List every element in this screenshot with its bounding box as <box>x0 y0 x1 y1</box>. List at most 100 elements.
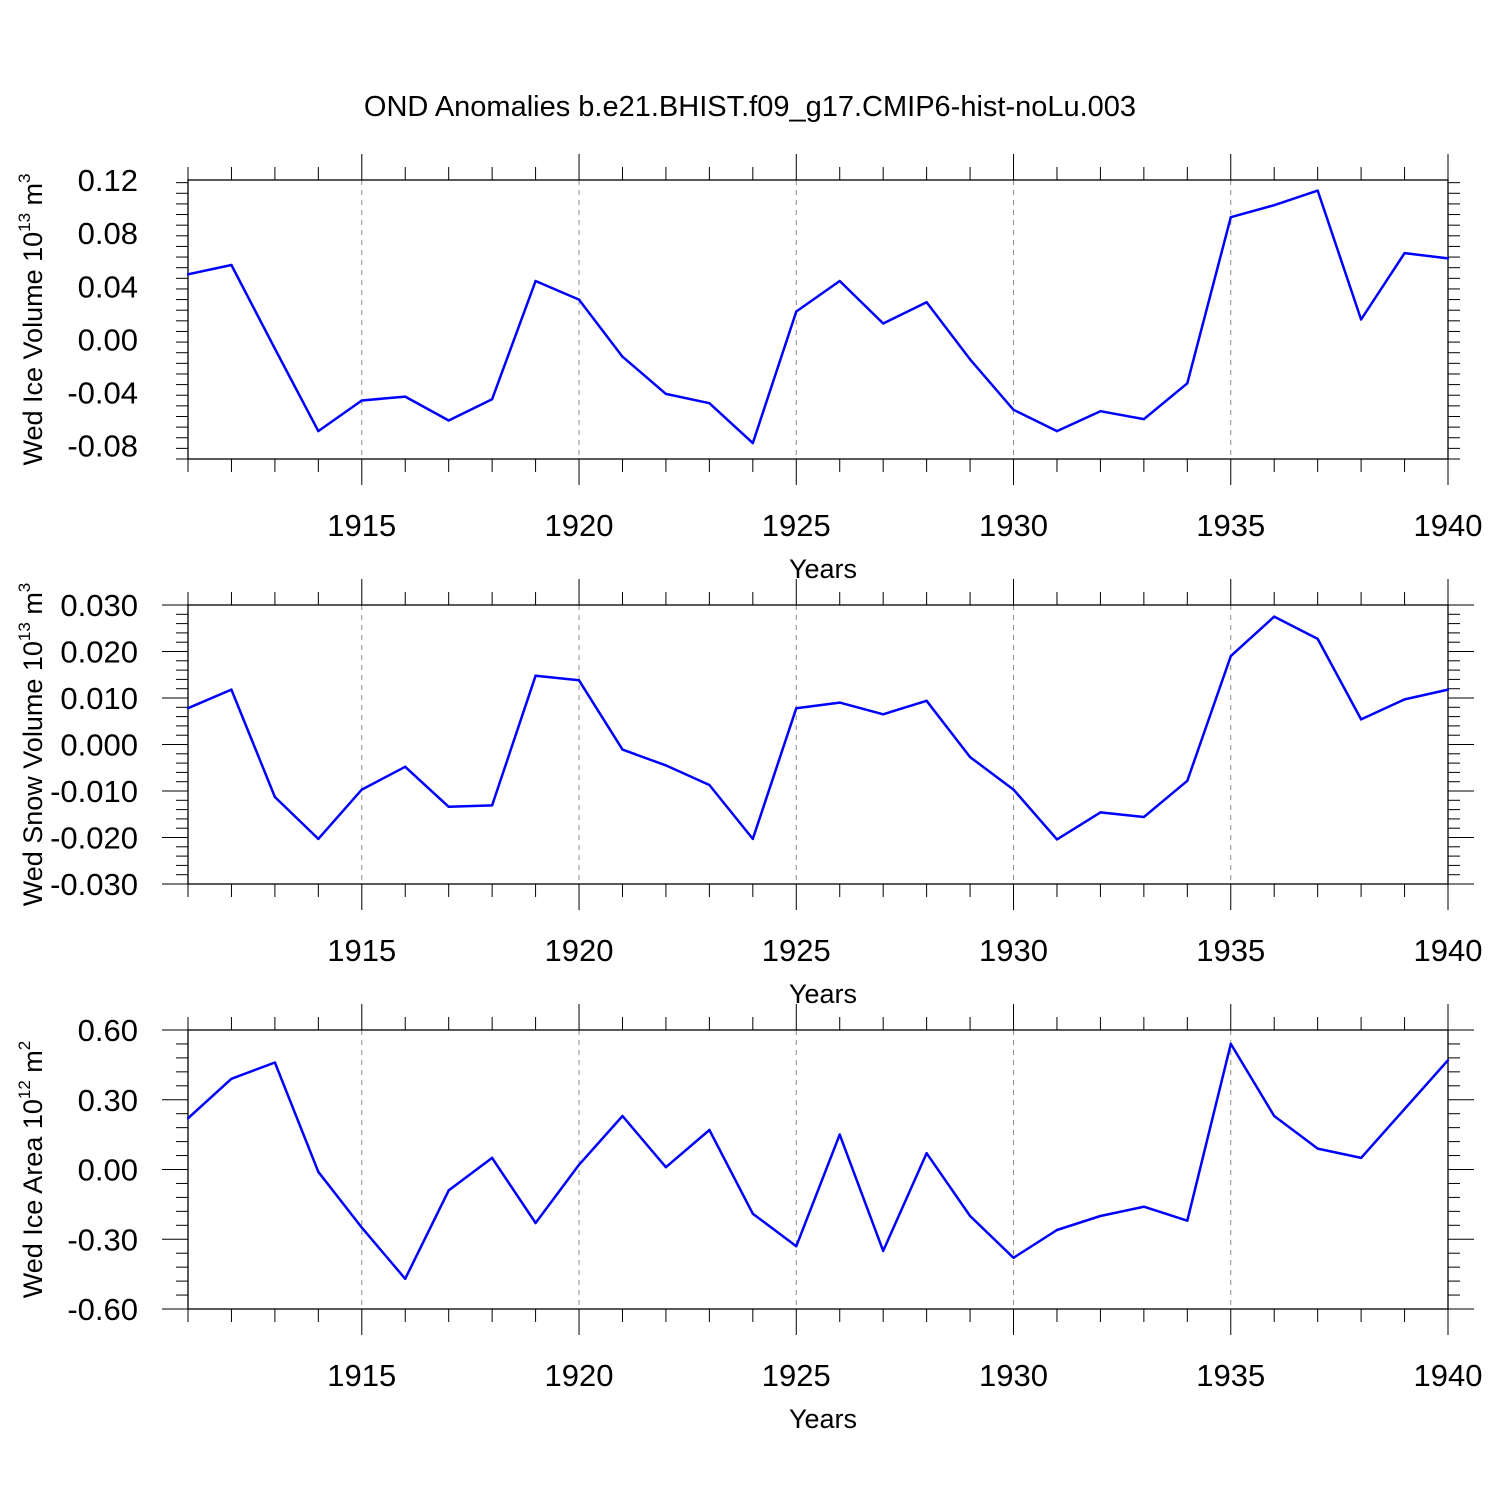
data-point <box>1359 1156 1363 1160</box>
data-point <box>317 1170 320 1174</box>
data-point <box>404 395 407 398</box>
data-point <box>1316 1147 1319 1150</box>
data-point <box>186 273 190 276</box>
x-tick-label: 1930 <box>979 1358 1048 1393</box>
data-point <box>534 1221 537 1225</box>
x-tick-label: 1925 <box>762 1358 831 1393</box>
data-point <box>1012 788 1015 791</box>
panel-1: 0.12 0.08 0.04 0.00 -0.04 -0.08 1915 1920 1925 19… <box>15 154 1482 584</box>
data-point <box>795 707 798 710</box>
data-point <box>1446 1059 1450 1062</box>
y-tick-label: -0.04 <box>67 376 138 411</box>
x-axis-label: Years <box>789 1404 857 1434</box>
data-point <box>1055 1228 1059 1232</box>
data-point <box>577 1163 581 1167</box>
y-tick-label: -0.60 <box>67 1292 138 1327</box>
y-tick-label: 0.04 <box>78 269 138 304</box>
x-tick-label: 1940 <box>1414 933 1483 968</box>
y-axis-label-part: Wed Ice Area 10 <box>18 1099 48 1298</box>
data-point <box>968 755 972 759</box>
y-tick-label: 0.000 <box>60 728 138 763</box>
x-tick-label: 1940 <box>1414 1358 1483 1393</box>
data-point <box>1142 417 1146 421</box>
data-point <box>1359 718 1363 721</box>
data-point <box>1055 838 1059 841</box>
x-tick-label: 1920 <box>545 1358 614 1393</box>
data-point <box>447 419 450 422</box>
data-point <box>664 392 668 396</box>
data-point <box>708 402 711 405</box>
y-axis-label-superscript: 13 <box>15 622 34 641</box>
data-point <box>925 1152 928 1155</box>
data-point <box>838 279 841 283</box>
x-tick-label: 1915 <box>327 1358 396 1393</box>
y-tick-label: -0.30 <box>67 1222 138 1257</box>
y-axis-label: Wed Ice Area 1012 m2 <box>15 1041 48 1299</box>
data-point <box>795 310 798 313</box>
data-point <box>751 441 755 445</box>
data-point <box>186 1117 190 1120</box>
data-point <box>1403 698 1406 701</box>
y-tick-label: 0.60 <box>78 1013 138 1048</box>
data-point <box>1142 1205 1146 1208</box>
y-tick-label: 0.30 <box>78 1083 138 1118</box>
data-point <box>838 701 841 704</box>
data-point <box>230 1077 233 1081</box>
data-point <box>1142 815 1146 819</box>
data-point <box>1055 429 1059 433</box>
data-point <box>925 301 928 304</box>
y-tick-label: 0.08 <box>78 216 138 251</box>
data-point <box>1403 1107 1406 1111</box>
data-point <box>317 429 320 433</box>
y-tick-label: -0.08 <box>67 429 138 464</box>
x-tick-label: 1935 <box>1196 508 1265 543</box>
data-point <box>1403 251 1406 255</box>
series-line <box>187 189 1449 445</box>
y-tick-label: 0.020 <box>60 635 138 670</box>
data-point <box>621 748 624 751</box>
data-point <box>1446 257 1450 260</box>
x-tick-label: 1920 <box>545 508 614 543</box>
panel-3: 0.60 0.30 0.00 -0.30 -0.60 1915 1920 1925 1930 19… <box>15 1004 1482 1434</box>
y-axis-label-superscript: 13 <box>15 213 34 232</box>
y-tick-label: -0.010 <box>50 774 138 809</box>
data-point <box>751 837 755 841</box>
data-point <box>1186 1219 1189 1222</box>
data-point <box>1099 1214 1102 1218</box>
y-axis-label-part: Wed Snow Volume 10 <box>18 641 48 906</box>
data-point <box>1229 1042 1232 1046</box>
data-point <box>490 1156 494 1160</box>
data-point <box>1099 409 1102 413</box>
data-point <box>1229 216 1232 219</box>
x-tick-label: 1925 <box>762 508 831 543</box>
data-point <box>838 1133 841 1136</box>
data-point <box>1446 688 1450 691</box>
data-point <box>1273 615 1276 618</box>
data-point <box>664 764 668 767</box>
data-point <box>273 795 277 799</box>
data-point <box>795 1245 798 1248</box>
y-axis-label-superscript: 2 <box>15 1041 34 1050</box>
data-point <box>968 1214 972 1218</box>
data-point <box>534 674 537 677</box>
data-point <box>621 355 624 358</box>
x-axis-label: Years <box>789 554 857 584</box>
chart-title: OND Anomalies b.e21.BHIST.f09_g17.CMIP6-… <box>364 91 1136 123</box>
x-tick-label: 1940 <box>1414 508 1483 543</box>
data-point <box>360 399 363 402</box>
y-axis-label-part: m <box>18 592 48 622</box>
data-point <box>1359 318 1363 321</box>
y-axis-label: Wed Ice Volume 1013 m3 <box>15 173 48 465</box>
x-tick-label: 1930 <box>979 508 1048 543</box>
data-point <box>230 263 233 267</box>
y-tick-label: 0.00 <box>78 322 138 357</box>
y-axis-label-superscript: 12 <box>15 1080 34 1099</box>
data-point <box>490 398 494 401</box>
data-point <box>1012 408 1015 412</box>
y-axis-label-superscript: 3 <box>15 173 34 182</box>
x-tick-label: 1915 <box>327 508 396 543</box>
y-axis-label-part: m <box>18 183 48 213</box>
data-point <box>273 1061 277 1064</box>
